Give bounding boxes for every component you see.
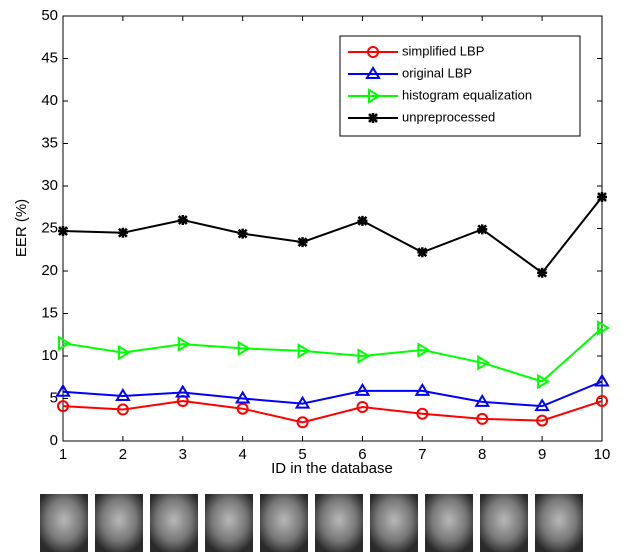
y-tick-label: 10: [41, 347, 58, 364]
face-thumbnail: [370, 494, 418, 552]
marker: [238, 229, 248, 239]
chart: ID in the database EER (%) 0510152025303…: [0, 0, 622, 554]
x-tick-label: 4: [238, 446, 246, 463]
y-tick-label: 0: [50, 432, 58, 449]
x-axis-label: ID in the database: [271, 460, 393, 477]
marker: [477, 224, 487, 234]
legend: simplified LBP original LBP histogram equa…: [340, 36, 580, 136]
marker: [357, 216, 367, 226]
face-thumbnail: [480, 494, 528, 552]
face-thumbnail: [40, 494, 88, 552]
marker: [537, 268, 547, 278]
face-thumbnail: [205, 494, 253, 552]
y-tick-label: 35: [41, 134, 58, 151]
x-tick-label: 6: [358, 446, 366, 463]
y-tick-label: 20: [41, 262, 58, 279]
face-thumbnail: [425, 494, 473, 552]
y-tick-label: 15: [41, 304, 58, 321]
y-tick-label: 45: [41, 49, 58, 66]
x-tick-label: 7: [418, 446, 426, 463]
marker: [597, 192, 607, 202]
page: {"chart_data": {"type": "line", "xlabel"…: [0, 0, 622, 554]
legend-marker: [368, 113, 378, 123]
x-tick-label: 3: [179, 446, 187, 463]
y-tick-label: 50: [41, 7, 58, 24]
y-axis-label: EER (%): [13, 199, 30, 257]
y-tick-label: 40: [41, 92, 58, 109]
legend-label: simplified LBP: [402, 43, 484, 58]
face-thumbnail: [95, 494, 143, 552]
x-tick-label: 2: [119, 446, 127, 463]
marker: [118, 228, 128, 238]
x-tick-label: 8: [478, 446, 486, 463]
legend-label: histogram equalization: [402, 87, 532, 102]
marker: [417, 247, 427, 257]
y-tick-label: 25: [41, 219, 58, 236]
face-thumbnail: [150, 494, 198, 552]
x-tick-label: 10: [594, 446, 611, 463]
y-tick-label: 5: [50, 389, 58, 406]
legend-label: unpreprocessed: [402, 109, 495, 124]
x-tick-label: 9: [538, 446, 546, 463]
legend-label: original LBP: [402, 65, 472, 80]
face-thumbnail: [315, 494, 363, 552]
face-thumbnail: [535, 494, 583, 552]
marker: [58, 226, 68, 236]
face-thumbnails: [40, 494, 583, 552]
marker: [178, 215, 188, 225]
marker: [298, 237, 308, 247]
face-thumbnail: [260, 494, 308, 552]
x-tick-label: 1: [59, 446, 67, 463]
y-tick-label: 30: [41, 177, 58, 194]
x-tick-label: 5: [298, 446, 306, 463]
